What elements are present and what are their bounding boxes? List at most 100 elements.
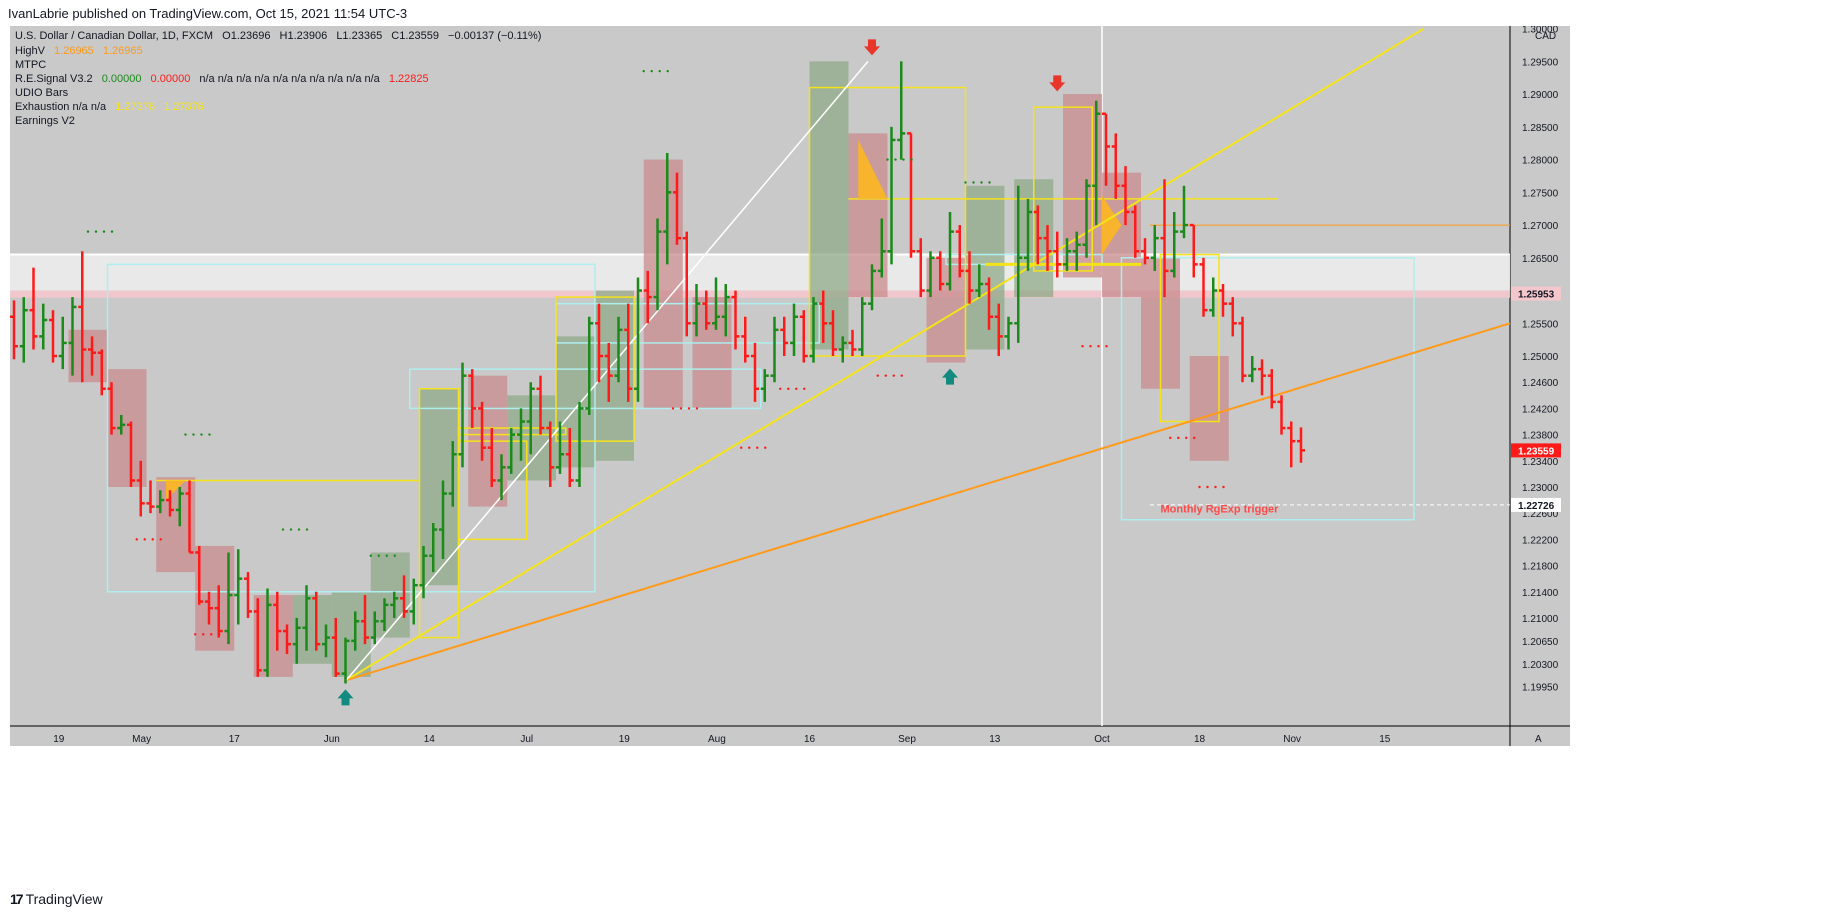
signal-dot-12-2 (892, 374, 895, 377)
signal-dot-1-2 (200, 433, 203, 436)
ohlc-bar-18 (185, 480, 194, 554)
signal-dot-8-1 (748, 446, 751, 449)
ohlc-bar-49 (487, 428, 496, 487)
tradingview-logo[interactable]: 17 TradingView (10, 891, 103, 907)
signal-dot-2-1 (289, 528, 293, 531)
time-axis[interactable]: 19 May 17 Jun 14 Jul 19 Aug 16 Sep 13 Oct 18 Nov 15 (53, 734, 1391, 745)
ohlc-bar-33 (331, 617, 340, 677)
signal-box-15 (809, 61, 849, 350)
signal-dot-0-0 (86, 230, 90, 233)
ohlc-bar-111 (1092, 100, 1101, 226)
time-tick-label: 17 (229, 734, 241, 745)
ohlc-bar-17 (175, 486, 184, 527)
ohlc-bar-34 (341, 637, 350, 684)
ohlc-bar-104 (1024, 198, 1032, 271)
ohlc-bar-99 (975, 264, 984, 298)
signal-dot-9-3 (803, 387, 806, 390)
signal-dot-14-3 (1222, 485, 1225, 489)
price-chart[interactable]: Monthly RgExp trigger 1.19950 1.20300 1.20… (10, 25, 1834, 884)
signal-dot-3-2 (385, 554, 388, 557)
sell-arrow-aug (864, 39, 880, 56)
ohlc-bar-38 (380, 598, 389, 632)
exhaustion-triangle-oct (1102, 195, 1122, 255)
chart-area[interactable]: Monthly RgExp trigger 1.19950 1.20300 1.20… (10, 25, 1834, 884)
ohlc-bar-125 (1228, 297, 1237, 337)
yellow-box-3 (808, 86, 967, 357)
price-label-0: 1.25953 (1518, 290, 1555, 301)
signal-dot-14-0 (1198, 485, 1201, 489)
price-axis[interactable]: 1.19950 1.20300 1.20650 1.21000 1.21400 1.218… (1511, 25, 1561, 694)
ohlc-bar-110 (1082, 179, 1091, 258)
ohlc-bar-64 (634, 277, 642, 402)
ohlc-bar-82 (809, 297, 818, 363)
ohlc-bar-102 (1004, 316, 1013, 350)
signal-dot-13-1 (1089, 345, 1092, 348)
ohlc-bar-80 (790, 303, 798, 357)
ohlc-bar-24 (244, 572, 252, 618)
ohlc-bar-15 (156, 490, 165, 514)
signal-dot-12-0 (876, 374, 879, 377)
legend-resignal-name: R.E.Signal V3.2 (15, 73, 93, 85)
signal-dot-14-2 (1214, 485, 1217, 489)
ohlc-bar-106 (1043, 225, 1052, 271)
ohlc-bar-32 (322, 624, 330, 658)
ohlc-bar-75 (741, 316, 750, 363)
price-label-1: 1.23559 (1518, 446, 1555, 457)
ohlc-bar-0 (10, 300, 18, 360)
ohlc-bar-41 (409, 578, 418, 625)
time-tick-label: 13 (989, 734, 1001, 745)
legend-resignal-value: 1.22825 (389, 73, 429, 85)
ohlc-bar-85 (838, 336, 847, 363)
ohlc-bar-54 (536, 375, 545, 435)
tradingview-logo-icon: 17 (10, 891, 24, 907)
price-tick-label: 1.29500 (1522, 57, 1559, 68)
signal-dot-14-1 (1206, 485, 1209, 489)
sell-arrow-sep (1049, 75, 1066, 92)
price-tick-label: 1.22200 (1522, 535, 1559, 546)
signal-dot-5-3 (159, 538, 162, 541)
legend-close: C1.23559 (391, 30, 439, 42)
signal-dot-10-0 (886, 158, 889, 161)
ohlc-bar-91 (897, 61, 906, 160)
signal-dot-13-2 (1097, 345, 1100, 348)
ohlc-bar-129 (1267, 369, 1276, 409)
ohlc-bar-78 (770, 316, 779, 383)
yellow-trendline (345, 27, 1425, 682)
pink-level-zone (10, 290, 1510, 298)
ohlc-bar-51 (507, 428, 516, 474)
ohlc-bar-73 (721, 283, 730, 337)
ohlc-bar-46 (458, 362, 467, 468)
time-tick-label: Aug (708, 734, 726, 745)
time-tick-label: Oct (1094, 734, 1110, 745)
signal-dot-15-3 (1193, 436, 1196, 440)
auto-scale-button[interactable]: A (1535, 734, 1542, 745)
signal-dot-3-1 (377, 554, 380, 557)
ohlc-bar-95 (936, 251, 945, 291)
signal-dot-9-1 (787, 387, 790, 390)
price-tick-label: 1.27500 (1522, 188, 1559, 199)
exhaustion-triangle-aug (858, 139, 888, 199)
markers-layer: Monthly RgExp trigger (86, 39, 1279, 706)
ohlc-bar-55 (546, 421, 555, 487)
legend-resignal-green: 0.00000 (102, 73, 142, 85)
price-tick-label: 1.21800 (1522, 562, 1559, 573)
publisher-text: IvanLabrie published on TradingView.com,… (8, 6, 408, 21)
ohlc-bar-120 (1180, 185, 1188, 239)
ohlc-bar-76 (751, 342, 759, 402)
ohlc-bar-30 (302, 585, 311, 651)
ohlc-bar-113 (1111, 133, 1120, 199)
price-axis-background (1510, 26, 1570, 726)
price-label-bg-1 (1511, 443, 1561, 458)
ohlc-bar-93 (916, 238, 925, 298)
ohlc-bar-79 (780, 316, 789, 357)
ohlc-bar-70 (692, 283, 701, 337)
cyan-box-0 (106, 263, 596, 593)
price-tick-label: 1.28000 (1522, 156, 1559, 167)
price-bars-layer (10, 61, 1305, 684)
ohlc-bar-90 (887, 126, 896, 265)
ohlc-bar-39 (390, 591, 399, 618)
signal-dot-15-1 (1177, 436, 1180, 440)
ohlc-bar-127 (1248, 356, 1257, 383)
time-axis-background (10, 726, 1570, 746)
ohlc-bar-22 (224, 552, 233, 645)
